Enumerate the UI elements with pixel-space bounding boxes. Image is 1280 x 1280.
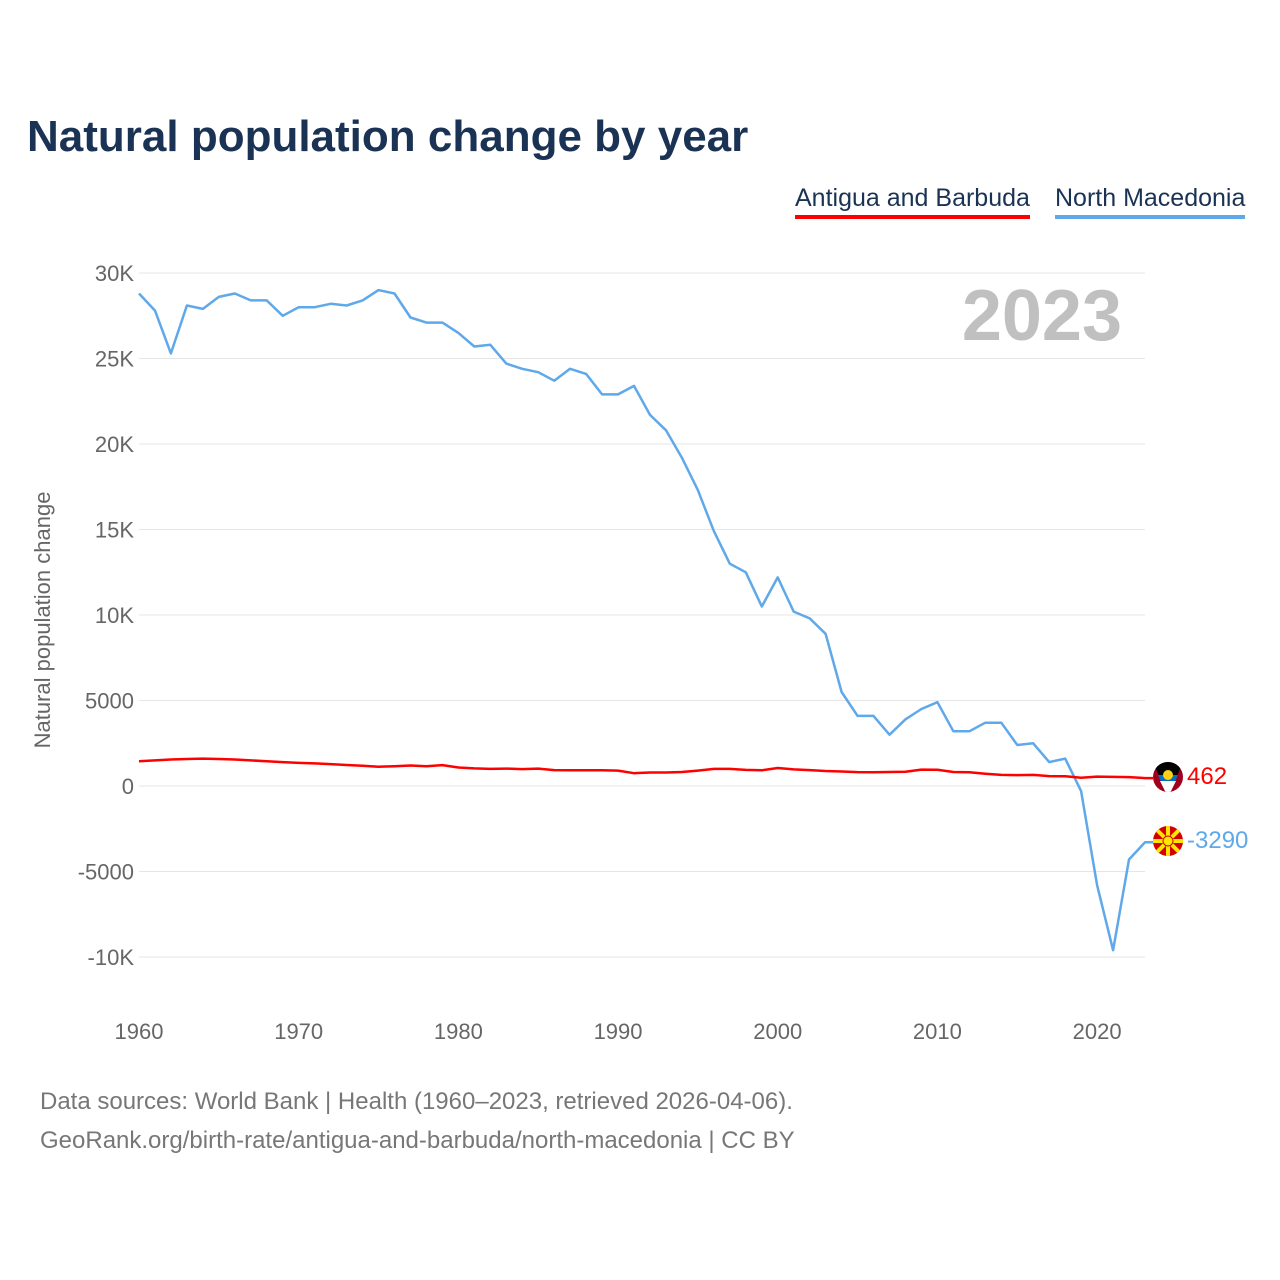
y-tick-label: 0 xyxy=(122,774,134,799)
x-tick-label: 2010 xyxy=(913,1019,962,1044)
x-tick-label: 2000 xyxy=(753,1019,802,1044)
y-tick-label: -10K xyxy=(88,945,135,970)
y-tick-label: 30K xyxy=(95,261,134,286)
y-axis-label: Natural population change xyxy=(30,492,55,749)
end-label-north-macedonia: -3290 xyxy=(1187,827,1248,854)
flag-antigua-icon xyxy=(1153,762,1183,792)
end-label-antigua: 462 xyxy=(1187,763,1227,790)
series-line-north-macedonia xyxy=(138,288,1153,952)
legend-antigua-and-barbuda[interactable]: Antigua and Barbuda xyxy=(795,184,1030,219)
legend-north-macedonia[interactable]: North Macedonia xyxy=(1055,184,1246,219)
x-tick-label: 1970 xyxy=(274,1019,323,1044)
y-tick-label: 10K xyxy=(95,603,134,628)
x-tick-label: 1960 xyxy=(115,1019,164,1044)
y-tick-label: 20K xyxy=(95,432,134,457)
y-tick-label: -5000 xyxy=(78,860,134,885)
x-tick-label: 1980 xyxy=(434,1019,483,1044)
footer-link[interactable]: GeoRank.org/birth-rate/antigua-and-barbu… xyxy=(40,1127,795,1154)
flag-north-macedonia-icon xyxy=(1153,826,1183,856)
series-line-antigua-and-barbuda xyxy=(138,757,1153,780)
y-tick-label: 25K xyxy=(95,347,134,372)
year-watermark: 2023 xyxy=(962,276,1122,356)
x-tick-label: 2020 xyxy=(1073,1019,1122,1044)
y-tick-label: 15K xyxy=(95,518,134,543)
x-tick-label: 1990 xyxy=(594,1019,643,1044)
chart-title: Natural population change by year xyxy=(27,112,749,161)
footer-sources: Data sources: World Bank | Health (1960–… xyxy=(40,1088,793,1115)
y-tick-label: 5000 xyxy=(85,689,134,714)
